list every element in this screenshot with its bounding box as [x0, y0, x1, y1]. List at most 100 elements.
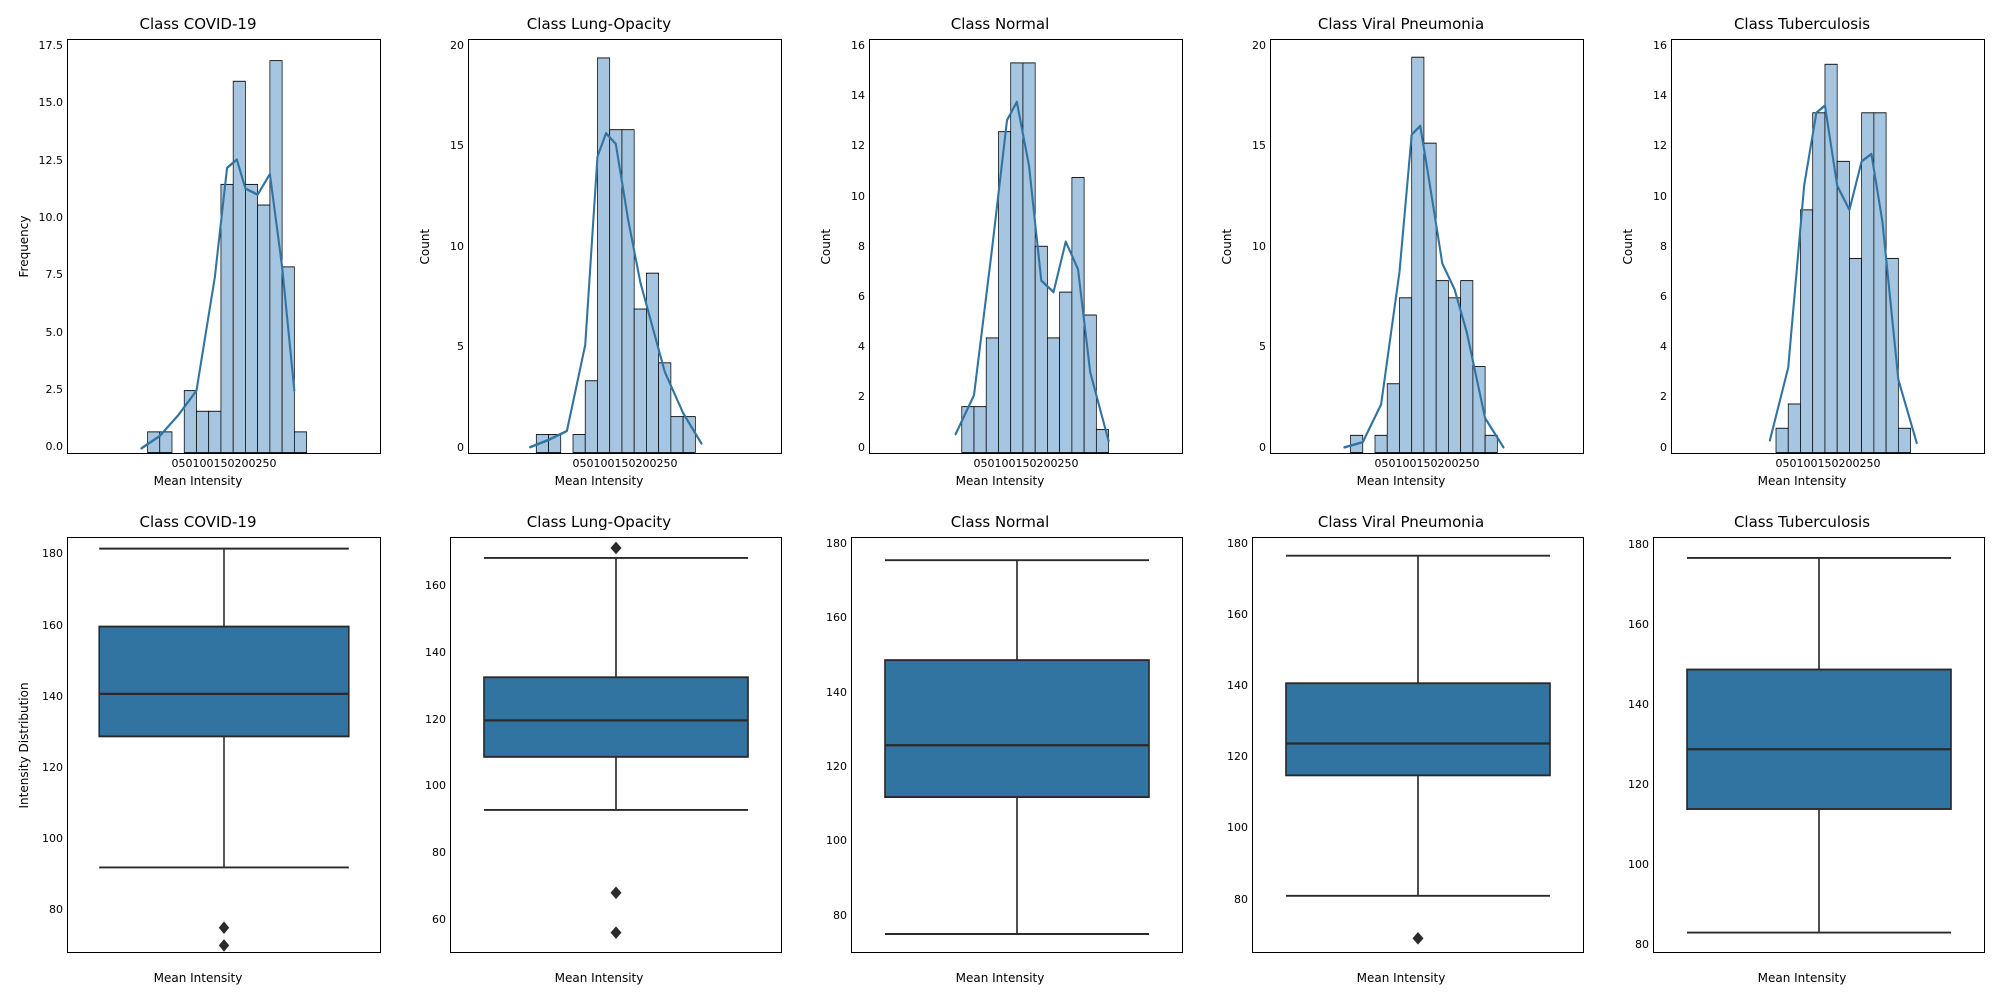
histogram-bar — [962, 407, 974, 453]
histogram-bar — [671, 417, 683, 453]
histogram-bar — [585, 381, 597, 453]
y-axis-label: Count — [817, 39, 835, 454]
y-tick-label: 0 — [1660, 441, 1667, 454]
y-tick-label: 5.0 — [46, 326, 64, 339]
x-axis-label: Mean Intensity — [555, 971, 644, 985]
y-tick-label: 20 — [1252, 39, 1266, 52]
histogram-bar — [1387, 384, 1399, 453]
y-tick-label: 7.5 — [46, 268, 64, 281]
panel-title: Class Tuberculosis — [1734, 15, 1870, 33]
histogram-bar — [258, 205, 270, 453]
y-axis-ticks: 80100120140160180 — [33, 537, 67, 954]
y-tick-label: 15 — [450, 139, 464, 152]
histogram-bar — [233, 81, 245, 452]
y-tick-label: 120 — [826, 760, 847, 773]
panel-title: Class Normal — [951, 15, 1050, 33]
y-tick-label: 100 — [42, 832, 63, 845]
y-tick-label: 160 — [425, 579, 446, 592]
y-axis-label: Count — [1218, 39, 1236, 454]
histogram-plot — [67, 39, 381, 454]
x-tick-label: 150 — [1016, 457, 1037, 470]
histogram-bar — [1776, 428, 1788, 452]
y-tick-label: 10 — [450, 240, 464, 253]
box-iqr — [1286, 683, 1550, 775]
x-tick-label: 50 — [179, 457, 193, 470]
outlier-marker — [219, 939, 229, 952]
boxplot-plot — [450, 537, 782, 954]
y-tick-label: 180 — [826, 537, 847, 550]
x-tick-label: 50 — [981, 457, 995, 470]
x-axis-label: Mean Intensity — [956, 474, 1045, 488]
x-tick-label: 200 — [1839, 457, 1860, 470]
histogram-bar — [634, 309, 646, 452]
y-tick-label: 15 — [1252, 139, 1266, 152]
y-tick-label: 12.5 — [39, 154, 64, 167]
y-axis-ticks: 80100120140160180 — [1619, 537, 1653, 954]
y-axis-label: Count — [1619, 39, 1637, 454]
boxplot-panel: Class COVID-19Intensity Distribution8010… — [15, 513, 381, 986]
histogram-bar — [1788, 404, 1800, 453]
y-tick-label: 160 — [1227, 608, 1248, 621]
x-axis-label: Mean Intensity — [555, 474, 644, 488]
panel-title: Class Lung-Opacity — [527, 15, 671, 33]
panel-title: Class Tuberculosis — [1734, 513, 1870, 531]
x-axis-ticks: 050100150200250 — [172, 454, 277, 470]
y-axis-ticks: 1614121086420 — [1637, 39, 1671, 454]
x-tick-label: 150 — [214, 457, 235, 470]
x-tick-label: 100 — [1396, 457, 1417, 470]
x-tick-label: 50 — [1783, 457, 1797, 470]
y-axis-ticks: 80100120140160180 — [817, 537, 851, 954]
histogram-bar — [1060, 292, 1072, 452]
histogram-bar — [245, 184, 257, 452]
x-tick-label: 250 — [1459, 457, 1480, 470]
boxplot-panel: Class Tuberculosis80100120140160180Mean … — [1619, 513, 1985, 986]
histogram-bar — [622, 130, 634, 453]
histogram-panel: Class NormalCount16141210864200501001502… — [817, 15, 1183, 488]
y-tick-label: 100 — [1628, 858, 1649, 871]
y-tick-label: 120 — [425, 713, 446, 726]
boxplot-plot — [1252, 537, 1584, 954]
x-tick-label: 250 — [256, 457, 277, 470]
x-tick-label: 50 — [580, 457, 594, 470]
x-tick-label: 100 — [193, 457, 214, 470]
box-iqr — [99, 626, 349, 736]
y-tick-label: 15.0 — [39, 96, 64, 109]
y-tick-label: 120 — [42, 761, 63, 774]
y-tick-label: 2 — [1660, 390, 1667, 403]
x-tick-label: 200 — [1438, 457, 1459, 470]
x-tick-label: 150 — [615, 457, 636, 470]
x-tick-label: 50 — [1382, 457, 1396, 470]
x-tick-label: 200 — [636, 457, 657, 470]
x-tick-label: 250 — [657, 457, 678, 470]
boxplot-plot — [851, 537, 1183, 954]
x-tick-label: 0 — [1375, 457, 1382, 470]
y-tick-label: 180 — [1227, 537, 1248, 550]
x-tick-label: 0 — [1776, 457, 1783, 470]
y-tick-label: 100 — [1227, 821, 1248, 834]
y-tick-label: 8 — [1660, 240, 1667, 253]
y-axis-ticks: 20151050 — [1236, 39, 1270, 454]
x-tick-label: 100 — [594, 457, 615, 470]
x-axis-label: Mean Intensity — [1357, 474, 1446, 488]
y-axis-ticks: 80100120140160180 — [1218, 537, 1252, 954]
histogram-plot — [869, 39, 1183, 454]
y-axis-label: Intensity Distribution — [15, 537, 33, 954]
outlier-marker — [611, 886, 622, 899]
histogram-bar — [1072, 178, 1084, 453]
histogram-panel: Class TuberculosisCount16141210864200501… — [1619, 15, 1985, 488]
histogram-bar — [1461, 281, 1473, 453]
y-tick-label: 140 — [1628, 698, 1649, 711]
y-tick-label: 16 — [1653, 39, 1667, 52]
panel-title: Class Normal — [951, 513, 1050, 531]
histogram-bar — [1375, 435, 1387, 452]
y-axis-ticks: 1614121086420 — [835, 39, 869, 454]
x-axis-label: Mean Intensity — [956, 971, 1045, 985]
y-tick-label: 12 — [851, 139, 865, 152]
y-tick-label: 140 — [42, 690, 63, 703]
outlier-marker — [1413, 932, 1424, 945]
histogram-bar — [610, 130, 622, 453]
y-tick-label: 8 — [858, 240, 865, 253]
y-tick-label: 140 — [425, 646, 446, 659]
histogram-panel: Class COVID-19Frequency17.515.012.510.07… — [15, 15, 381, 488]
histogram-bar — [1023, 63, 1035, 453]
